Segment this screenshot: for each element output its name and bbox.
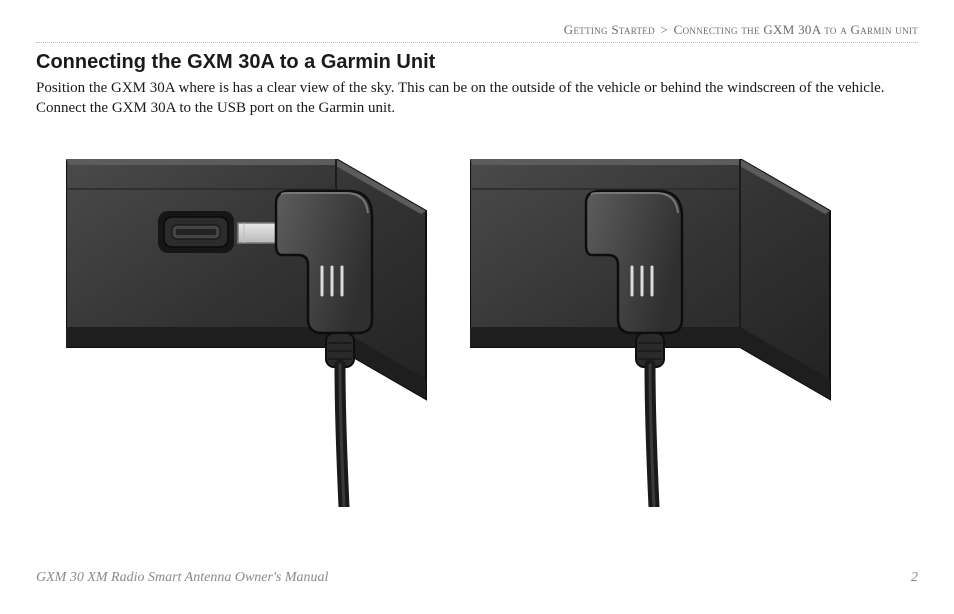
footer-page-number: 2 xyxy=(911,570,918,586)
page-footer: GXM 30 XM Radio Smart Antenna Owner's Ma… xyxy=(36,570,918,586)
breadcrumb-separator: > xyxy=(658,22,670,37)
usb-plug-unplugged-illustration xyxy=(66,159,448,507)
section-title: Connecting the GXM 30A to a Garmin Unit xyxy=(36,51,918,74)
figures-row xyxy=(36,159,918,507)
breadcrumb-section: Getting Started xyxy=(564,22,655,37)
body-paragraph: Position the GXM 30A where is has a clea… xyxy=(36,78,918,119)
usb-plug-plugged-illustration xyxy=(470,159,852,507)
footer-manual-title: GXM 30 XM Radio Smart Antenna Owner's Ma… xyxy=(36,570,328,586)
breadcrumb: Getting Started > Connecting the GXM 30A… xyxy=(36,22,918,43)
breadcrumb-subsection: Connecting the GXM 30A to a Garmin unit xyxy=(674,22,918,37)
